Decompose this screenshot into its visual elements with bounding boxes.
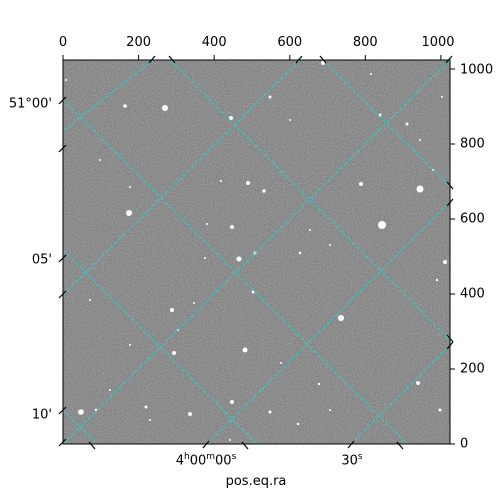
right-tick-label-200: 200: [460, 361, 485, 377]
star-12: [262, 189, 266, 193]
star-3: [229, 116, 233, 120]
star-47: [65, 79, 67, 81]
star-28: [338, 315, 344, 321]
star-56: [149, 419, 151, 421]
star-25: [443, 260, 447, 264]
star-51: [419, 139, 421, 141]
star-7: [405, 122, 409, 126]
grid-dec-line-3: [63, 60, 450, 444]
star-26: [435, 278, 439, 282]
star-9: [441, 96, 443, 98]
star-15: [416, 185, 424, 193]
star-52: [99, 159, 101, 161]
star-8: [370, 73, 372, 75]
star-24: [329, 244, 331, 246]
star-10: [126, 210, 132, 216]
dec-tick-label-10: 10': [31, 407, 52, 423]
star-41: [144, 405, 148, 409]
star-17: [378, 221, 386, 229]
x-axis-label: pos.eq.ra: [225, 474, 287, 489]
star-37: [416, 381, 420, 385]
star-55: [229, 439, 231, 441]
star-21: [298, 251, 302, 255]
star-45: [438, 408, 442, 412]
star-49: [289, 119, 291, 121]
star-53: [89, 299, 91, 301]
right-tick-label-800: 800: [460, 136, 485, 152]
star-50: [309, 229, 311, 231]
top-tick-label-400: 400: [201, 35, 227, 50]
star-36: [317, 382, 321, 386]
star-1: [162, 105, 168, 111]
star-38: [230, 400, 234, 404]
right-tick-label-400: 400: [460, 286, 485, 302]
star-44: [296, 422, 300, 426]
top-tick-label-600: 600: [277, 35, 303, 50]
star-40: [94, 408, 98, 412]
grid-dec-line-5: [350, 344, 450, 444]
star-4: [268, 95, 272, 99]
grid-ra-line-1: [63, 99, 408, 444]
star-42: [188, 412, 192, 416]
star-32: [242, 347, 248, 353]
ra-tick-label-30s: 30s: [341, 452, 363, 469]
star-30: [193, 302, 195, 304]
star-43: [268, 410, 272, 414]
grid-dec-line-2: [63, 60, 301, 296]
dec-tick-label-51-00: 51°00': [8, 96, 52, 112]
star-14: [359, 182, 363, 186]
right-tick-label-0: 0: [460, 436, 469, 452]
right-tick-label-1000: 1000: [460, 62, 494, 78]
coordinate-grid: [63, 60, 450, 444]
star-5: [321, 61, 325, 65]
star-23: [204, 257, 206, 259]
top-tick-label-200: 200: [126, 35, 152, 50]
star-19: [206, 223, 208, 225]
ra-tick-label-4h00m00s: 4h00m00s: [175, 452, 237, 469]
star-22: [236, 256, 242, 262]
star-48: [129, 186, 131, 188]
top-tick-label-0: 0: [58, 35, 68, 50]
star-13: [220, 180, 222, 182]
top-ticks: [62, 55, 442, 60]
star-46: [109, 389, 111, 391]
star-2: [123, 104, 127, 108]
top-tick-label-800: 800: [352, 35, 378, 50]
star-11: [246, 181, 250, 185]
right-tick-label-600: 600: [460, 211, 485, 227]
axes-frame: [62, 59, 451, 445]
stars-layer: [65, 61, 447, 441]
star-34: [129, 344, 131, 346]
star-39: [78, 409, 84, 415]
star-29: [170, 308, 174, 312]
dec-tick-label-05: 05': [31, 252, 52, 268]
star-54: [329, 409, 331, 411]
top-tick-label-1000: 1000: [421, 35, 455, 50]
right-ticks: [450, 68, 455, 445]
grid-dec-line-1: [63, 60, 154, 132]
grid-ra-line-3: [63, 249, 258, 444]
grid-ra-line-2: [63, 409, 98, 444]
grid-dec-line-4: [206, 201, 450, 444]
star-18: [230, 225, 234, 229]
star-35: [280, 362, 282, 364]
star-33: [172, 351, 176, 355]
wcs-edge-ticks: [58, 55, 454, 450]
